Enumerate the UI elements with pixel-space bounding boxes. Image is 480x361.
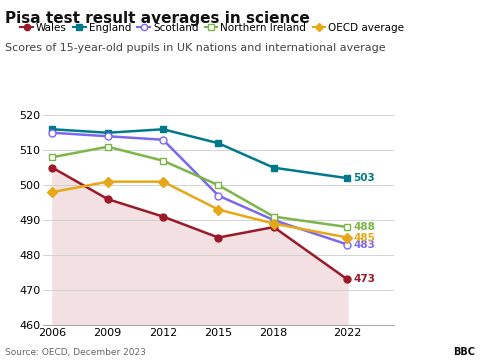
Text: Pisa test result averages in science: Pisa test result averages in science [5,11,310,26]
Text: 483: 483 [353,240,375,249]
Text: Scores of 15-year-old pupils in UK nations and international average: Scores of 15-year-old pupils in UK natio… [5,43,385,53]
Text: 473: 473 [353,274,375,284]
Text: 485: 485 [353,232,375,243]
Text: 503: 503 [353,173,375,183]
Text: Source: OECD, December 2023: Source: OECD, December 2023 [5,348,145,357]
Text: 488: 488 [353,222,375,232]
Legend: Wales, England, Scotland, Northern Ireland, OECD average: Wales, England, Scotland, Northern Irela… [20,22,404,32]
Text: BBC: BBC [453,347,475,357]
